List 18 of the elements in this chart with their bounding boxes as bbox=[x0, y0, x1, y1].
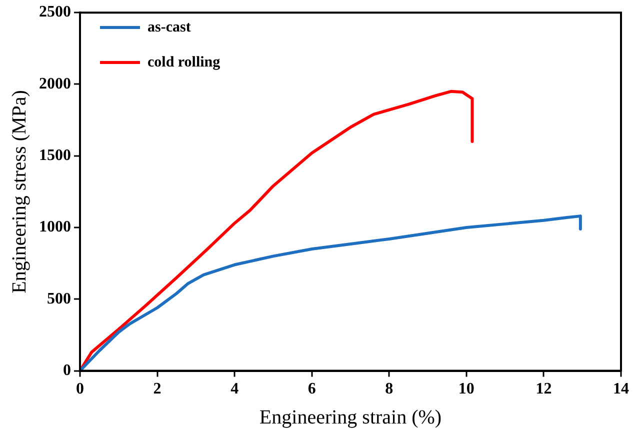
x-tick-label: 14 bbox=[613, 380, 629, 398]
y-axis-title: Engineering stress (MPa) bbox=[8, 90, 30, 294]
x-tick-label: 12 bbox=[536, 380, 552, 398]
y-tick-label: 1000 bbox=[39, 218, 71, 236]
y-tick-label: 1500 bbox=[39, 147, 71, 164]
y-tick-label: 0 bbox=[63, 362, 71, 379]
y-tick-label: 2000 bbox=[39, 75, 71, 92]
legend-label: cold rolling bbox=[148, 54, 221, 70]
y-tick-label: 2500 bbox=[39, 4, 71, 21]
x-tick-label: 2 bbox=[153, 380, 162, 398]
x-tick-label: 0 bbox=[76, 380, 84, 398]
legend-label: as-cast bbox=[148, 19, 191, 36]
x-tick-label: 6 bbox=[308, 380, 316, 398]
x-tick-label: 4 bbox=[230, 380, 239, 398]
x-tick-label: 8 bbox=[385, 380, 394, 398]
x-tick-label: 10 bbox=[458, 380, 474, 398]
x-axis-title: Engineering strain (%) bbox=[259, 406, 442, 428]
y-tick-label: 500 bbox=[47, 290, 71, 308]
